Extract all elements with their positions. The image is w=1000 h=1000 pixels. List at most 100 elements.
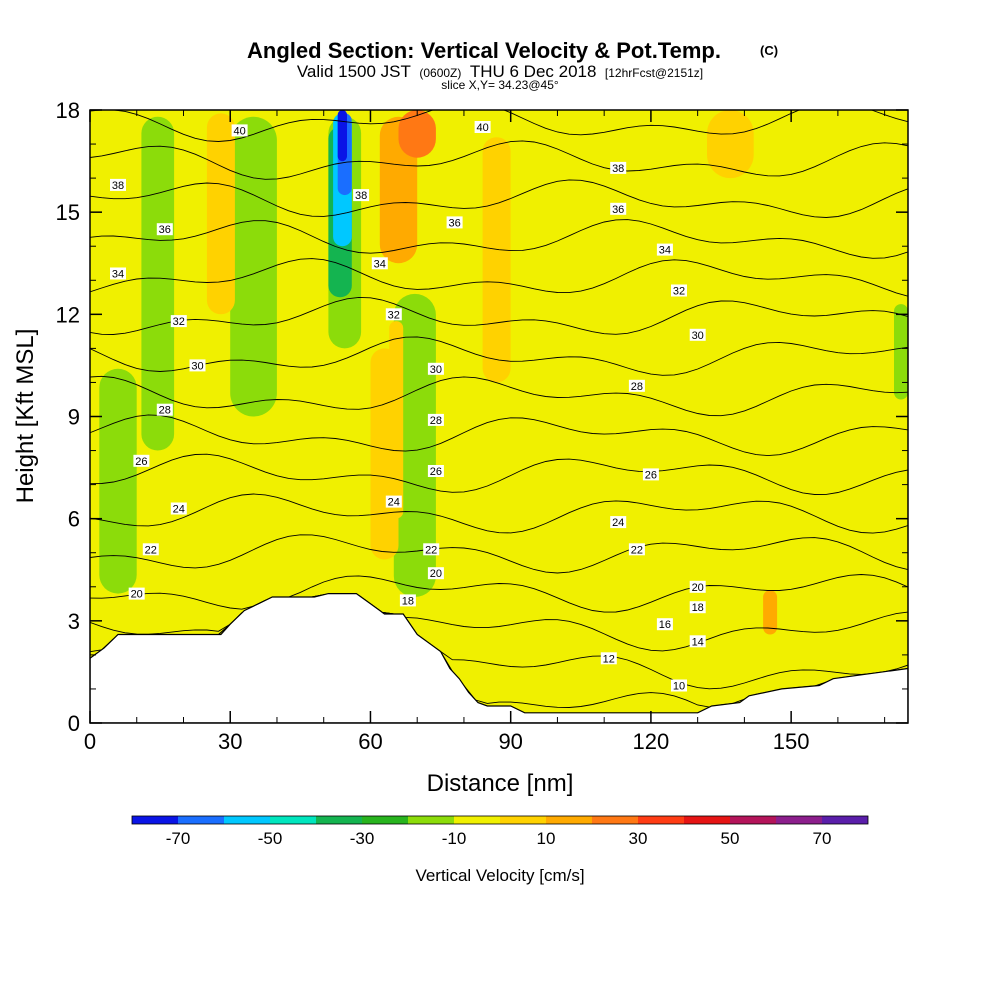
contour-label-box	[133, 454, 150, 467]
contour-label-box	[689, 635, 706, 648]
contour-label: 34	[659, 245, 671, 257]
velocity-zone	[837, 110, 908, 332]
contour-label: 28	[631, 381, 643, 393]
colorbar-swatch	[730, 816, 776, 824]
contour-label: 18	[402, 595, 414, 607]
contour-label-box	[128, 587, 145, 600]
colorbar-swatch	[822, 816, 868, 824]
theta-contour	[90, 110, 908, 142]
contour-label-box	[353, 189, 370, 202]
colorbar-swatch	[454, 816, 500, 824]
contour-label-box	[656, 243, 673, 256]
colorbar-label: Vertical Velocity [cm/s]	[415, 866, 584, 885]
contour-label-box	[110, 267, 126, 280]
colorbar-swatch	[500, 816, 546, 824]
theta-contour	[90, 258, 908, 297]
contour-label-box	[474, 121, 491, 133]
x-axis-label: Distance [nm]	[427, 770, 574, 797]
colorbar-ticks: -70 -50 -30 -10 10 30 50 70	[166, 829, 832, 848]
colorbar-tick-label: 70	[813, 829, 832, 848]
subtitle-utc: (0600Z)	[419, 66, 461, 80]
colorbar-tick-label: 50	[721, 829, 740, 848]
colorbar-tick-label: -70	[166, 829, 191, 848]
y-axis-label: Height [Kft MSL]	[12, 329, 39, 504]
theta-contour	[90, 414, 908, 457]
velocity-zone	[894, 304, 908, 400]
plot-area: 20 22 24 26 28 30 32 34 36 38 40 40 38 36 34 32 30 28 26 24…	[90, 110, 908, 723]
contour-label: 32	[388, 309, 400, 321]
contour-label-box	[170, 315, 187, 328]
contour-label: 38	[355, 190, 367, 202]
contour-labels: 20 22 24 26 28 30 32 34 36 38 40 40 38 36 34 32 30 28 26 24…	[110, 121, 706, 693]
x-tick-label: 0	[84, 729, 96, 754]
contour-label: 30	[692, 330, 704, 342]
contour-label: 38	[612, 163, 624, 175]
contour-label-box	[156, 403, 173, 416]
x-tick-label: 30	[218, 729, 242, 754]
subtitle-valid: Valid 1500 JST	[297, 62, 411, 81]
contour-label: 28	[430, 415, 442, 427]
colorbar-tick-label: -10	[442, 829, 467, 848]
contour-label-box	[110, 178, 126, 191]
subtitle-date: THU 6 Dec 2018	[470, 62, 597, 81]
chart-subtitle: Valid 1500 JST (0600Z) THU 6 Dec 2018 [1…	[297, 62, 703, 81]
theta-contour	[90, 493, 908, 534]
contour-label: 28	[159, 405, 171, 417]
contour-label-box	[642, 468, 659, 481]
velocity-zone	[763, 590, 778, 635]
velocity-zone	[206, 113, 235, 315]
colorbar-swatch	[316, 816, 362, 824]
colorbar-frame	[131, 815, 869, 825]
contour-label: 40	[233, 125, 245, 137]
colorbar-swatch	[408, 816, 454, 824]
contour-label: 32	[173, 316, 185, 328]
contour-label: 20	[430, 568, 442, 580]
colorbar	[131, 815, 869, 825]
contour-label-box	[156, 223, 173, 236]
terrain	[90, 593, 908, 723]
colorbar-swatch	[224, 816, 270, 824]
contour-label: 20	[131, 589, 143, 601]
contour-label-box	[610, 202, 627, 215]
theta-contour	[90, 140, 908, 180]
contour-label-box	[427, 362, 444, 375]
colorbar-swatch	[132, 816, 178, 824]
y-tick-label: 12	[56, 302, 80, 327]
contour-label-box	[427, 413, 444, 426]
y-tick-label: 15	[56, 200, 80, 225]
contour-label: 24	[612, 517, 624, 529]
colorbar-swatch	[592, 816, 638, 824]
contour-label: 20	[692, 582, 704, 594]
contour-label-box	[427, 465, 444, 477]
contour-label-box	[399, 594, 416, 607]
contour-label: 22	[145, 544, 157, 556]
y-tick-label: 18	[56, 98, 80, 123]
contour-label: 30	[430, 364, 442, 376]
x-tick-label: 60	[358, 729, 382, 754]
velocity-zone	[393, 293, 436, 597]
theta-contour	[90, 336, 908, 376]
theta-contour	[90, 375, 908, 417]
contour-label: 24	[388, 497, 400, 509]
contour-label: 10	[673, 681, 685, 693]
velocity-zone	[707, 110, 754, 179]
colorbar-swatch	[684, 816, 730, 824]
contour-label: 18	[692, 602, 704, 614]
y-tick-label: 3	[68, 609, 80, 634]
y-tick-label: 6	[68, 507, 80, 532]
theta-contour	[90, 296, 908, 335]
colorbar-tick-label: -30	[350, 829, 375, 848]
theta-contour	[90, 453, 908, 495]
contour-label-box	[446, 216, 463, 229]
colorbar-swatch	[270, 816, 316, 824]
colorbar-swatch	[776, 816, 822, 824]
x-tick-label: 90	[498, 729, 522, 754]
contour-label: 32	[673, 286, 685, 298]
theta-contour	[90, 219, 908, 259]
x-tick-label: 150	[773, 729, 810, 754]
contour-label-box	[231, 124, 248, 137]
contour-label: 14	[692, 636, 704, 648]
velocity-zone	[463, 614, 548, 703]
contour-label-box	[600, 652, 617, 665]
